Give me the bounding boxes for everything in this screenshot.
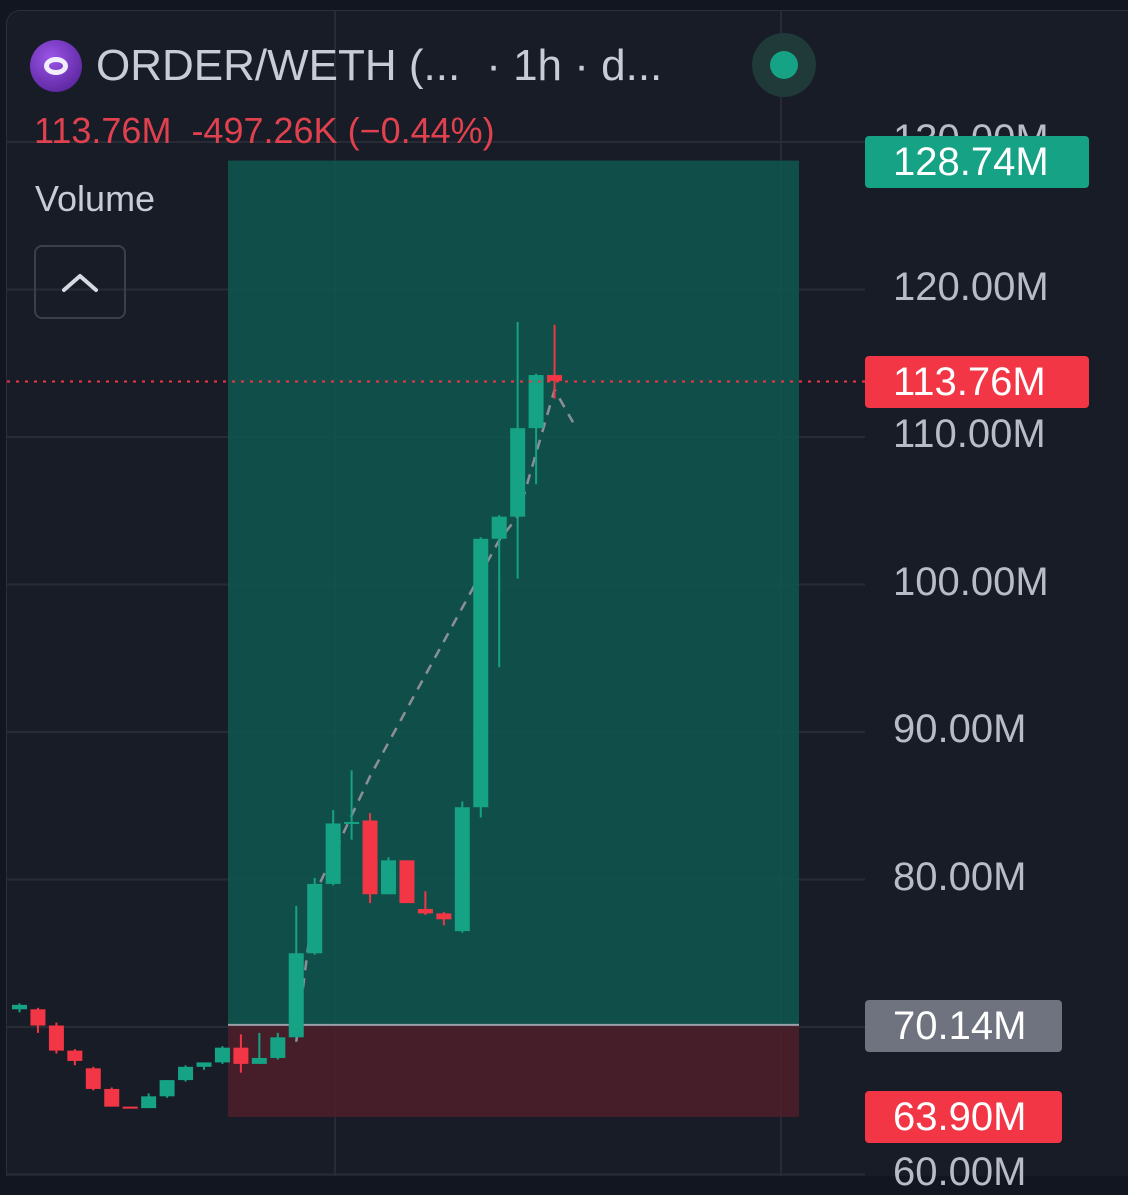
candle-body [491,516,507,539]
chevron-up-icon [62,274,98,292]
candle-body [528,375,544,429]
order-token-logo-icon [30,40,82,92]
market-status-indicator[interactable] [752,33,816,97]
status-dot-icon [770,51,798,79]
candle-body [473,538,489,808]
y-tick-label: 60.00M [893,1149,1027,1194]
y-tick-label: 120.00M [893,264,1049,309]
y-tick-label: 80.00M [893,854,1027,899]
legend-change: -497.26K (−0.44%) [191,110,495,151]
legend-last-value: 113.76M [34,110,172,151]
candle-body [251,1057,267,1064]
chart-header: ORDER/WETH (... · 1h · d... [30,38,662,94]
y-tick-label: 100.00M [893,559,1049,604]
loss-zone [227,1024,800,1117]
candle-body [85,1068,101,1089]
interval-label[interactable]: · 1h · d... [486,41,663,90]
candle-body [307,883,323,954]
candle-body [510,428,526,517]
candle-body [159,1080,175,1097]
candle-body [362,820,378,895]
collapse-legend-button[interactable] [34,245,126,319]
candle-body [325,823,341,884]
y-tick-label: 110.00M [893,412,1046,456]
candle-body [344,821,360,824]
candle-body [214,1047,230,1063]
candle-body [196,1062,212,1067]
legend-values: 113.76M -497.26K (−0.44%) [34,110,495,152]
candle-body [233,1047,249,1064]
chart-canvas[interactable] [7,11,1128,1176]
candle-body [122,1106,138,1109]
candle-body [48,1025,64,1051]
entry-price-tag: 70.14M [865,1000,1062,1052]
candle-body [399,860,415,904]
candle-body [270,1037,286,1058]
candle-body [454,807,470,932]
candle-body [30,1009,46,1026]
y-tick-label: 90.00M [893,707,1027,751]
candle-body [67,1050,83,1061]
candle-body [12,1004,27,1010]
candle-body [104,1088,120,1107]
candle-body [288,953,304,1038]
chart-frame [6,10,1128,1176]
profit-zone [227,160,800,1025]
stop-price-tag: 63.90M [865,1091,1062,1143]
target-price-tag: 128.74M [865,136,1089,188]
candle-body [417,909,433,914]
candle-body [436,913,452,920]
candle-body [381,860,396,895]
candle-body [178,1066,194,1081]
pair-title[interactable]: ORDER/WETH (... [96,41,461,90]
volume-label[interactable]: Volume [35,178,156,219]
candle-body [547,375,563,381]
current-price-tag: 113.76M [865,356,1089,408]
candle-body [141,1096,157,1109]
